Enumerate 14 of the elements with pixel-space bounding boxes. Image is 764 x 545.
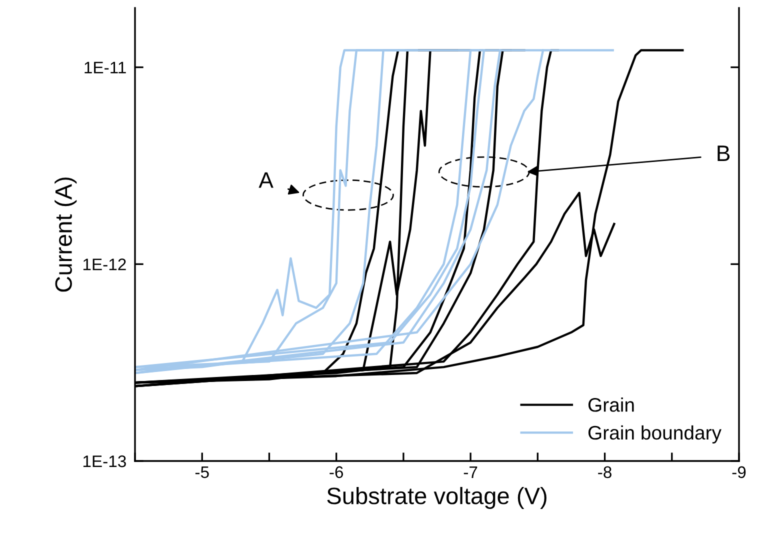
legend-label: Grain boundary	[588, 425, 722, 444]
x-tick-label: -9	[732, 466, 746, 478]
y-tick-label: 1E-13	[83, 455, 126, 468]
x-tick-label: -7	[464, 466, 478, 478]
legend-label: Grain	[588, 398, 634, 412]
x-axis-title: Substrate voltage (V)	[327, 486, 546, 509]
y-tick-label: 1E-11	[84, 62, 126, 74]
annotation: B	[718, 146, 730, 161]
x-tick-label: -6	[330, 466, 344, 478]
y-tick-label: 1E-12	[83, 258, 126, 270]
x-tick-label: -5	[195, 466, 209, 478]
x-tick-label: -8	[598, 466, 612, 478]
y-axis-title: Current (A)	[54, 178, 77, 292]
annotation: A	[258, 172, 274, 188]
